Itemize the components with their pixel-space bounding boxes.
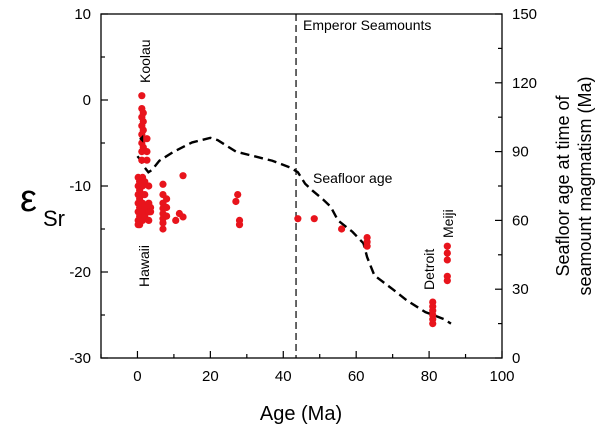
- x-tick-label: 40: [275, 368, 292, 385]
- left-tick-label: -20: [69, 264, 91, 281]
- x-tick-label: 20: [202, 368, 219, 385]
- right-axis-label-line1: Seafloor age at time of: [553, 94, 573, 276]
- x-axis-label: Age (Ma): [260, 403, 342, 425]
- data-point: [443, 277, 451, 285]
- data-point: [310, 215, 318, 223]
- data-point: [146, 208, 155, 216]
- data-point: [163, 203, 171, 212]
- data-point: [159, 219, 167, 227]
- data-point: [143, 156, 151, 164]
- right-axis-label-line2: seamount magmatism (Ma): [575, 76, 595, 295]
- seafloor-age-line: [136, 136, 452, 325]
- data-point: [141, 191, 149, 199]
- data-point: [145, 182, 153, 190]
- data-point: [138, 156, 146, 164]
- koolau-marker: [139, 134, 144, 143]
- data-point: [143, 148, 151, 156]
- data-point: [443, 256, 451, 264]
- x-tick-label: 0: [133, 368, 141, 385]
- data-point: [294, 215, 302, 223]
- x-tick-label: 80: [421, 368, 438, 385]
- data-point: [159, 180, 167, 188]
- right-tick-label: 150: [512, 6, 537, 23]
- annotation-koolau: Koolau: [137, 39, 153, 83]
- data-point: [338, 225, 346, 233]
- left-tick-label: -10: [69, 178, 91, 195]
- left-axis-label: ε: [20, 178, 37, 220]
- left-axis-label-subscript: Sr: [43, 206, 65, 231]
- data-point: [139, 117, 147, 126]
- right-tick-label: 30: [512, 281, 529, 298]
- right-tick-label: 90: [512, 144, 529, 161]
- data-point: [159, 225, 167, 233]
- data-point: [145, 216, 153, 224]
- annotation-meiji: Meiji: [440, 209, 456, 238]
- annotation-hawaii: Hawaii: [136, 245, 152, 287]
- left-tick-label: 0: [83, 92, 91, 109]
- data-point: [139, 126, 147, 134]
- right-tick-label: 0: [512, 350, 520, 367]
- left-tick-label: -30: [69, 350, 91, 367]
- data-point: [235, 221, 244, 229]
- data-point: [429, 320, 437, 328]
- data-point: [138, 92, 146, 100]
- right-axis-ticks: 0 30 60 90 120 150: [495, 6, 537, 367]
- left-axis-ticks: -30 -20 -10 0 10: [69, 6, 108, 367]
- data-point: [172, 216, 180, 224]
- data-point: [363, 242, 371, 250]
- data-point: [163, 212, 171, 220]
- x-tick-label: 60: [348, 368, 365, 385]
- data-point: [443, 242, 451, 250]
- right-tick-label: 120: [512, 75, 537, 92]
- data-point: [179, 172, 187, 180]
- data-point: [143, 135, 151, 143]
- right-tick-label: 60: [512, 212, 529, 229]
- annotation-seafloor-age: Seafloor age: [313, 170, 393, 186]
- data-point: [163, 195, 171, 203]
- data-point: [234, 191, 242, 199]
- data-point: [443, 249, 451, 257]
- x-axis-ticks: 0 20 40 60 80 100: [100, 351, 515, 385]
- annotation-detroit: Detroit: [421, 249, 437, 290]
- data-point: [232, 197, 240, 206]
- data-points: [134, 92, 451, 328]
- data-point: [179, 213, 187, 221]
- left-tick-label: 10: [74, 6, 91, 23]
- x-tick-label: 100: [489, 368, 514, 385]
- data-point: [139, 109, 147, 117]
- annotation-emperor-seamounts: Emperor Seamounts: [303, 17, 431, 33]
